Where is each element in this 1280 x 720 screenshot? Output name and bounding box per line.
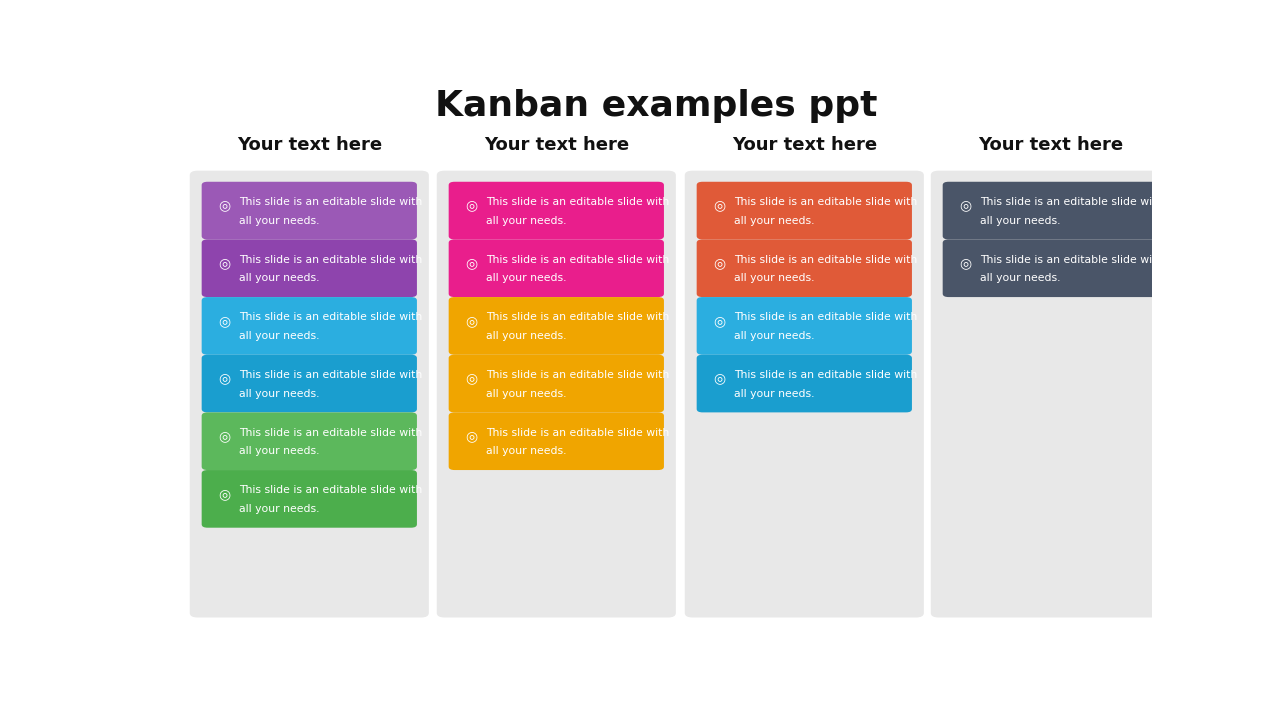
Text: ◎: ◎ — [219, 429, 230, 443]
FancyBboxPatch shape — [202, 297, 417, 355]
Text: all your needs.: all your needs. — [239, 504, 320, 514]
Text: all your needs.: all your needs. — [239, 446, 320, 456]
Text: ◎: ◎ — [960, 256, 972, 270]
Text: all your needs.: all your needs. — [735, 331, 815, 341]
FancyBboxPatch shape — [685, 171, 924, 618]
FancyBboxPatch shape — [202, 470, 417, 528]
FancyBboxPatch shape — [942, 240, 1158, 297]
FancyBboxPatch shape — [696, 181, 911, 240]
Text: This slide is an editable slide with: This slide is an editable slide with — [239, 312, 422, 323]
Text: ◎: ◎ — [713, 199, 726, 212]
FancyBboxPatch shape — [189, 171, 429, 618]
Text: ◎: ◎ — [219, 199, 230, 212]
FancyBboxPatch shape — [436, 171, 676, 618]
Text: ◎: ◎ — [466, 314, 477, 328]
Text: Your text here: Your text here — [732, 135, 877, 153]
Text: This slide is an editable slide with: This slide is an editable slide with — [239, 428, 422, 438]
Text: ◎: ◎ — [713, 372, 726, 385]
Text: all your needs.: all your needs. — [239, 274, 320, 284]
Text: Your text here: Your text here — [237, 135, 381, 153]
Text: all your needs.: all your needs. — [735, 389, 815, 399]
Text: This slide is an editable slide with: This slide is an editable slide with — [735, 370, 918, 380]
FancyBboxPatch shape — [449, 297, 664, 355]
Text: all your needs.: all your needs. — [486, 216, 567, 226]
Text: This slide is an editable slide with: This slide is an editable slide with — [239, 255, 422, 264]
FancyBboxPatch shape — [449, 355, 664, 413]
FancyBboxPatch shape — [696, 297, 911, 355]
Text: This slide is an editable slide with: This slide is an editable slide with — [486, 370, 669, 380]
Text: Your text here: Your text here — [978, 135, 1123, 153]
Text: This slide is an editable slide with: This slide is an editable slide with — [735, 312, 918, 323]
FancyBboxPatch shape — [202, 240, 417, 297]
Text: ◎: ◎ — [219, 314, 230, 328]
FancyBboxPatch shape — [931, 171, 1170, 618]
FancyBboxPatch shape — [202, 413, 417, 470]
Text: This slide is an editable slide with: This slide is an editable slide with — [486, 255, 669, 264]
FancyBboxPatch shape — [202, 355, 417, 413]
Text: This slide is an editable slide with: This slide is an editable slide with — [486, 312, 669, 323]
FancyBboxPatch shape — [449, 413, 664, 470]
Text: all your needs.: all your needs. — [486, 331, 567, 341]
Text: ◎: ◎ — [713, 256, 726, 270]
Text: ◎: ◎ — [466, 256, 477, 270]
FancyBboxPatch shape — [202, 181, 417, 240]
Text: Kanban examples ppt: Kanban examples ppt — [435, 89, 877, 123]
Text: This slide is an editable slide with: This slide is an editable slide with — [980, 255, 1164, 264]
Text: all your needs.: all your needs. — [735, 216, 815, 226]
FancyBboxPatch shape — [449, 181, 664, 240]
Text: all your needs.: all your needs. — [239, 216, 320, 226]
Text: ◎: ◎ — [713, 314, 726, 328]
FancyBboxPatch shape — [449, 240, 664, 297]
Text: ◎: ◎ — [466, 199, 477, 212]
Text: ◎: ◎ — [466, 429, 477, 443]
Text: all your needs.: all your needs. — [980, 274, 1061, 284]
FancyBboxPatch shape — [696, 240, 911, 297]
Text: all your needs.: all your needs. — [486, 389, 567, 399]
Text: This slide is an editable slide with: This slide is an editable slide with — [735, 197, 918, 207]
FancyBboxPatch shape — [942, 181, 1158, 240]
Text: all your needs.: all your needs. — [239, 389, 320, 399]
Text: ◎: ◎ — [466, 372, 477, 385]
Text: all your needs.: all your needs. — [239, 331, 320, 341]
Text: This slide is an editable slide with: This slide is an editable slide with — [980, 197, 1164, 207]
Text: This slide is an editable slide with: This slide is an editable slide with — [239, 485, 422, 495]
Text: ◎: ◎ — [960, 199, 972, 212]
Text: all your needs.: all your needs. — [486, 446, 567, 456]
Text: all your needs.: all your needs. — [486, 274, 567, 284]
Text: ◎: ◎ — [219, 372, 230, 385]
Text: This slide is an editable slide with: This slide is an editable slide with — [239, 197, 422, 207]
Text: This slide is an editable slide with: This slide is an editable slide with — [486, 197, 669, 207]
Text: ◎: ◎ — [219, 256, 230, 270]
Text: all your needs.: all your needs. — [735, 274, 815, 284]
Text: all your needs.: all your needs. — [980, 216, 1061, 226]
Text: Your text here: Your text here — [484, 135, 628, 153]
Text: This slide is an editable slide with: This slide is an editable slide with — [735, 255, 918, 264]
Text: ◎: ◎ — [219, 487, 230, 501]
FancyBboxPatch shape — [696, 355, 911, 413]
Text: This slide is an editable slide with: This slide is an editable slide with — [239, 370, 422, 380]
Text: This slide is an editable slide with: This slide is an editable slide with — [486, 428, 669, 438]
